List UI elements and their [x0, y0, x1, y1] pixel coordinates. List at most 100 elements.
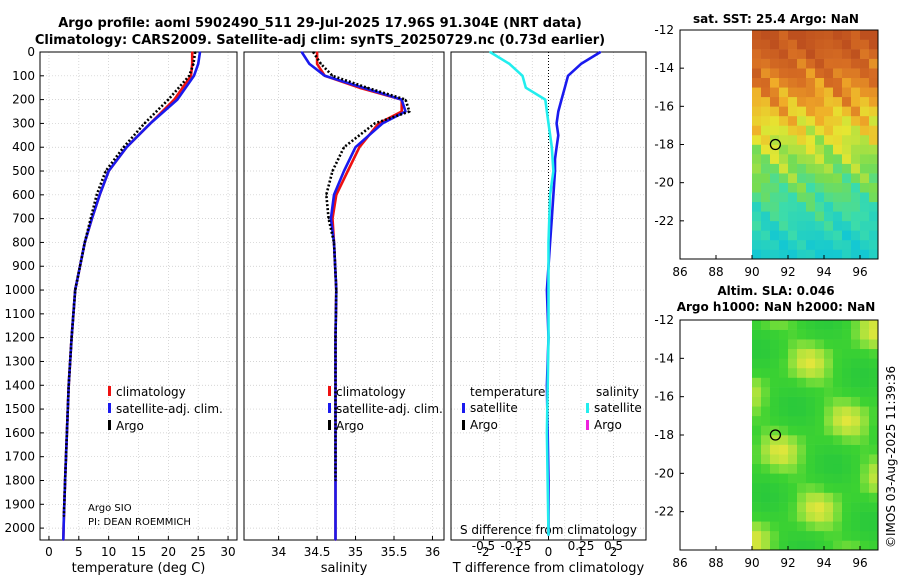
map-cell — [869, 30, 879, 40]
map-cell — [833, 406, 843, 417]
data-point — [554, 158, 556, 160]
map-cell — [806, 77, 816, 88]
x-tick-label: 1 — [577, 545, 585, 559]
map-cell — [761, 87, 771, 98]
y-tick-label: 1300 — [4, 354, 35, 368]
map-cell — [833, 435, 843, 445]
map-cell — [779, 68, 789, 79]
axes-frame — [243, 51, 445, 541]
map-cell — [788, 201, 798, 212]
map-cell — [842, 220, 852, 231]
map-cell — [860, 144, 870, 155]
map-cell — [851, 511, 861, 522]
map-cell — [842, 502, 852, 512]
map-cell — [851, 192, 861, 203]
map-cell — [752, 230, 762, 241]
map-cell — [842, 49, 852, 59]
map-cell — [860, 502, 870, 512]
data-point — [193, 75, 195, 77]
map-cell — [860, 30, 870, 40]
map-cell — [869, 502, 879, 512]
map-cell — [752, 239, 762, 250]
map-cell — [860, 96, 870, 107]
map-y-tick-label: -22 — [654, 214, 674, 228]
map-cell — [770, 482, 780, 493]
data-point — [104, 170, 107, 172]
map-cell — [869, 482, 879, 493]
map-cell — [761, 492, 771, 503]
map-cell — [806, 358, 816, 369]
map-cell — [824, 387, 834, 397]
map-cell — [815, 358, 825, 369]
map-cell — [788, 435, 798, 445]
map-cell — [761, 502, 771, 512]
y-tick-label: 1500 — [4, 402, 35, 416]
map-cell — [779, 396, 789, 407]
map-cell — [824, 211, 834, 222]
map-cell — [797, 173, 807, 183]
map-cell — [779, 182, 789, 193]
map-cell — [815, 387, 825, 397]
map-cell — [824, 530, 834, 541]
map-cell — [824, 87, 834, 98]
map-cell — [869, 192, 879, 203]
map-cell — [860, 106, 870, 117]
map-cell — [806, 444, 816, 455]
map-cell — [869, 454, 879, 465]
legend-label: Argo — [116, 419, 144, 433]
data-point — [194, 51, 197, 53]
data-point — [335, 194, 338, 196]
map-cell — [860, 249, 870, 260]
map-cell — [842, 320, 852, 330]
map-cell — [851, 30, 861, 40]
map-cell — [869, 348, 879, 359]
data-point — [173, 98, 176, 101]
map-cell — [842, 444, 852, 455]
map-cell — [824, 125, 834, 136]
map-cell — [770, 192, 780, 203]
map-cell — [860, 367, 870, 378]
map-x-tick-label: 94 — [816, 556, 831, 570]
map-cell — [779, 387, 789, 397]
map-cell — [842, 39, 852, 50]
map-cell — [806, 201, 816, 212]
map-cell — [842, 134, 852, 145]
map-cell — [860, 125, 870, 136]
map-cell — [860, 482, 870, 493]
map-cell — [788, 173, 798, 183]
map-cell — [833, 329, 843, 340]
map-cell — [851, 339, 861, 350]
data-point — [358, 146, 361, 149]
map-cell — [779, 425, 789, 436]
map-cell — [797, 435, 807, 445]
map-x-tick-label: 88 — [708, 556, 723, 570]
map-cell — [797, 239, 807, 250]
map-cell — [752, 134, 762, 145]
map-cell — [860, 444, 870, 455]
map-cell — [779, 144, 789, 155]
legend-label: satellite-adj. clim. — [116, 402, 223, 416]
map-cell — [788, 348, 798, 359]
map-cell — [770, 49, 780, 59]
map-cell — [824, 49, 834, 59]
map-cell — [851, 239, 861, 250]
sst-map-panel: 86 88 90 92 94 96 -12 -14 -16 -18 -20 -22 — [654, 23, 879, 279]
map-cell — [851, 96, 861, 107]
legend-label: climatology — [116, 385, 186, 399]
data-point — [552, 194, 555, 196]
map-cell — [797, 463, 807, 474]
map-cell — [869, 39, 879, 50]
map-cell — [869, 521, 879, 532]
map-cell — [752, 367, 762, 378]
map-cell — [779, 230, 789, 241]
data-point — [199, 51, 201, 53]
map-cell — [779, 492, 789, 503]
map-cell — [788, 211, 798, 222]
map-cell — [842, 58, 852, 69]
map-cell — [788, 339, 798, 350]
data-point — [62, 539, 65, 541]
map-cell — [752, 540, 762, 551]
map-cell — [842, 201, 852, 212]
x-tick-label: 25 — [191, 545, 206, 559]
data-point — [98, 194, 101, 196]
